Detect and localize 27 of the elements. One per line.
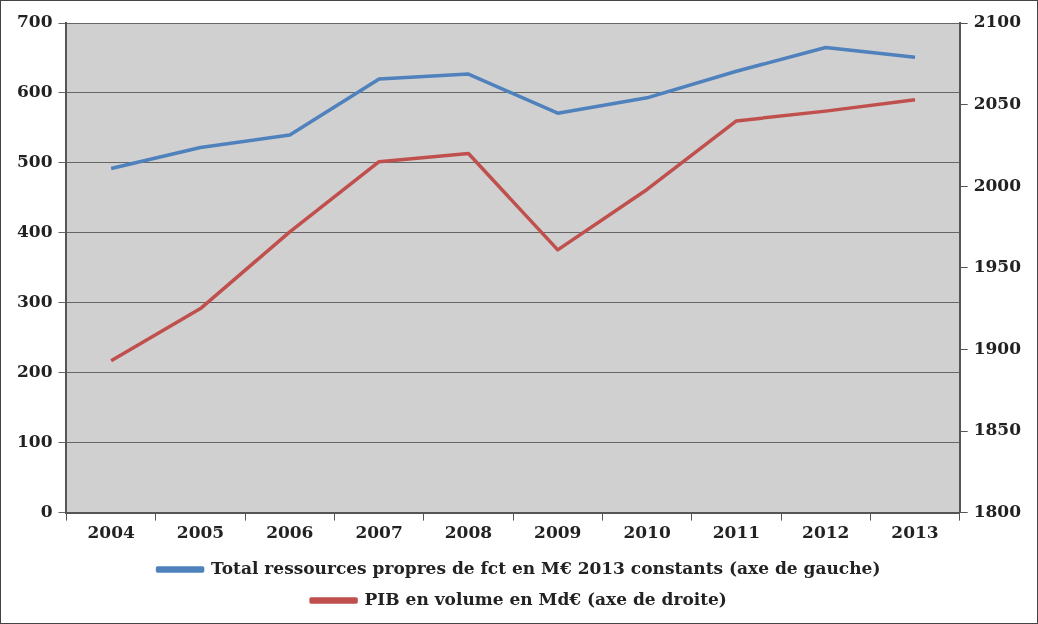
y2-tick-label: 1850	[973, 419, 1022, 440]
x-tick-label: 2007	[355, 522, 403, 543]
y-tick-label: 0	[40, 501, 53, 522]
legend-label: Total ressources propres de fct en M€ 2013 constants (axe de gauche)	[211, 557, 881, 578]
y-tick-label: 600	[16, 81, 53, 102]
x-tick-label: 2004	[87, 522, 135, 543]
y2-tick-label: 1900	[973, 337, 1022, 358]
y-tick-label: 500	[16, 151, 53, 172]
y-tick-label: 400	[16, 221, 53, 242]
y2-tick-label: 1950	[973, 256, 1022, 277]
x-tick-label: 2012	[802, 522, 850, 543]
x-tick-label: 2009	[534, 522, 582, 543]
y2-tick-label: 2000	[973, 174, 1022, 195]
legend-label: PIB en volume en Md€ (axe de droite)	[364, 588, 727, 609]
x-tick-label: 2008	[444, 522, 493, 543]
y-tick-label: 300	[16, 291, 53, 312]
x-tick-label: 2005	[176, 522, 225, 543]
x-tick-label: 2011	[712, 522, 761, 543]
y2-tick-label: 1800	[973, 501, 1022, 522]
y-tick-label: 200	[16, 361, 53, 382]
y2-tick-label: 2050	[973, 93, 1022, 114]
x-tick-label: 2010	[623, 522, 671, 543]
x-tick-label: 2006	[266, 522, 314, 543]
y2-tick-label: 2100	[973, 11, 1022, 32]
x-tick-label: 2013	[891, 522, 939, 543]
y-tick-label: 100	[16, 431, 53, 452]
y-tick-label: 700	[16, 11, 53, 32]
